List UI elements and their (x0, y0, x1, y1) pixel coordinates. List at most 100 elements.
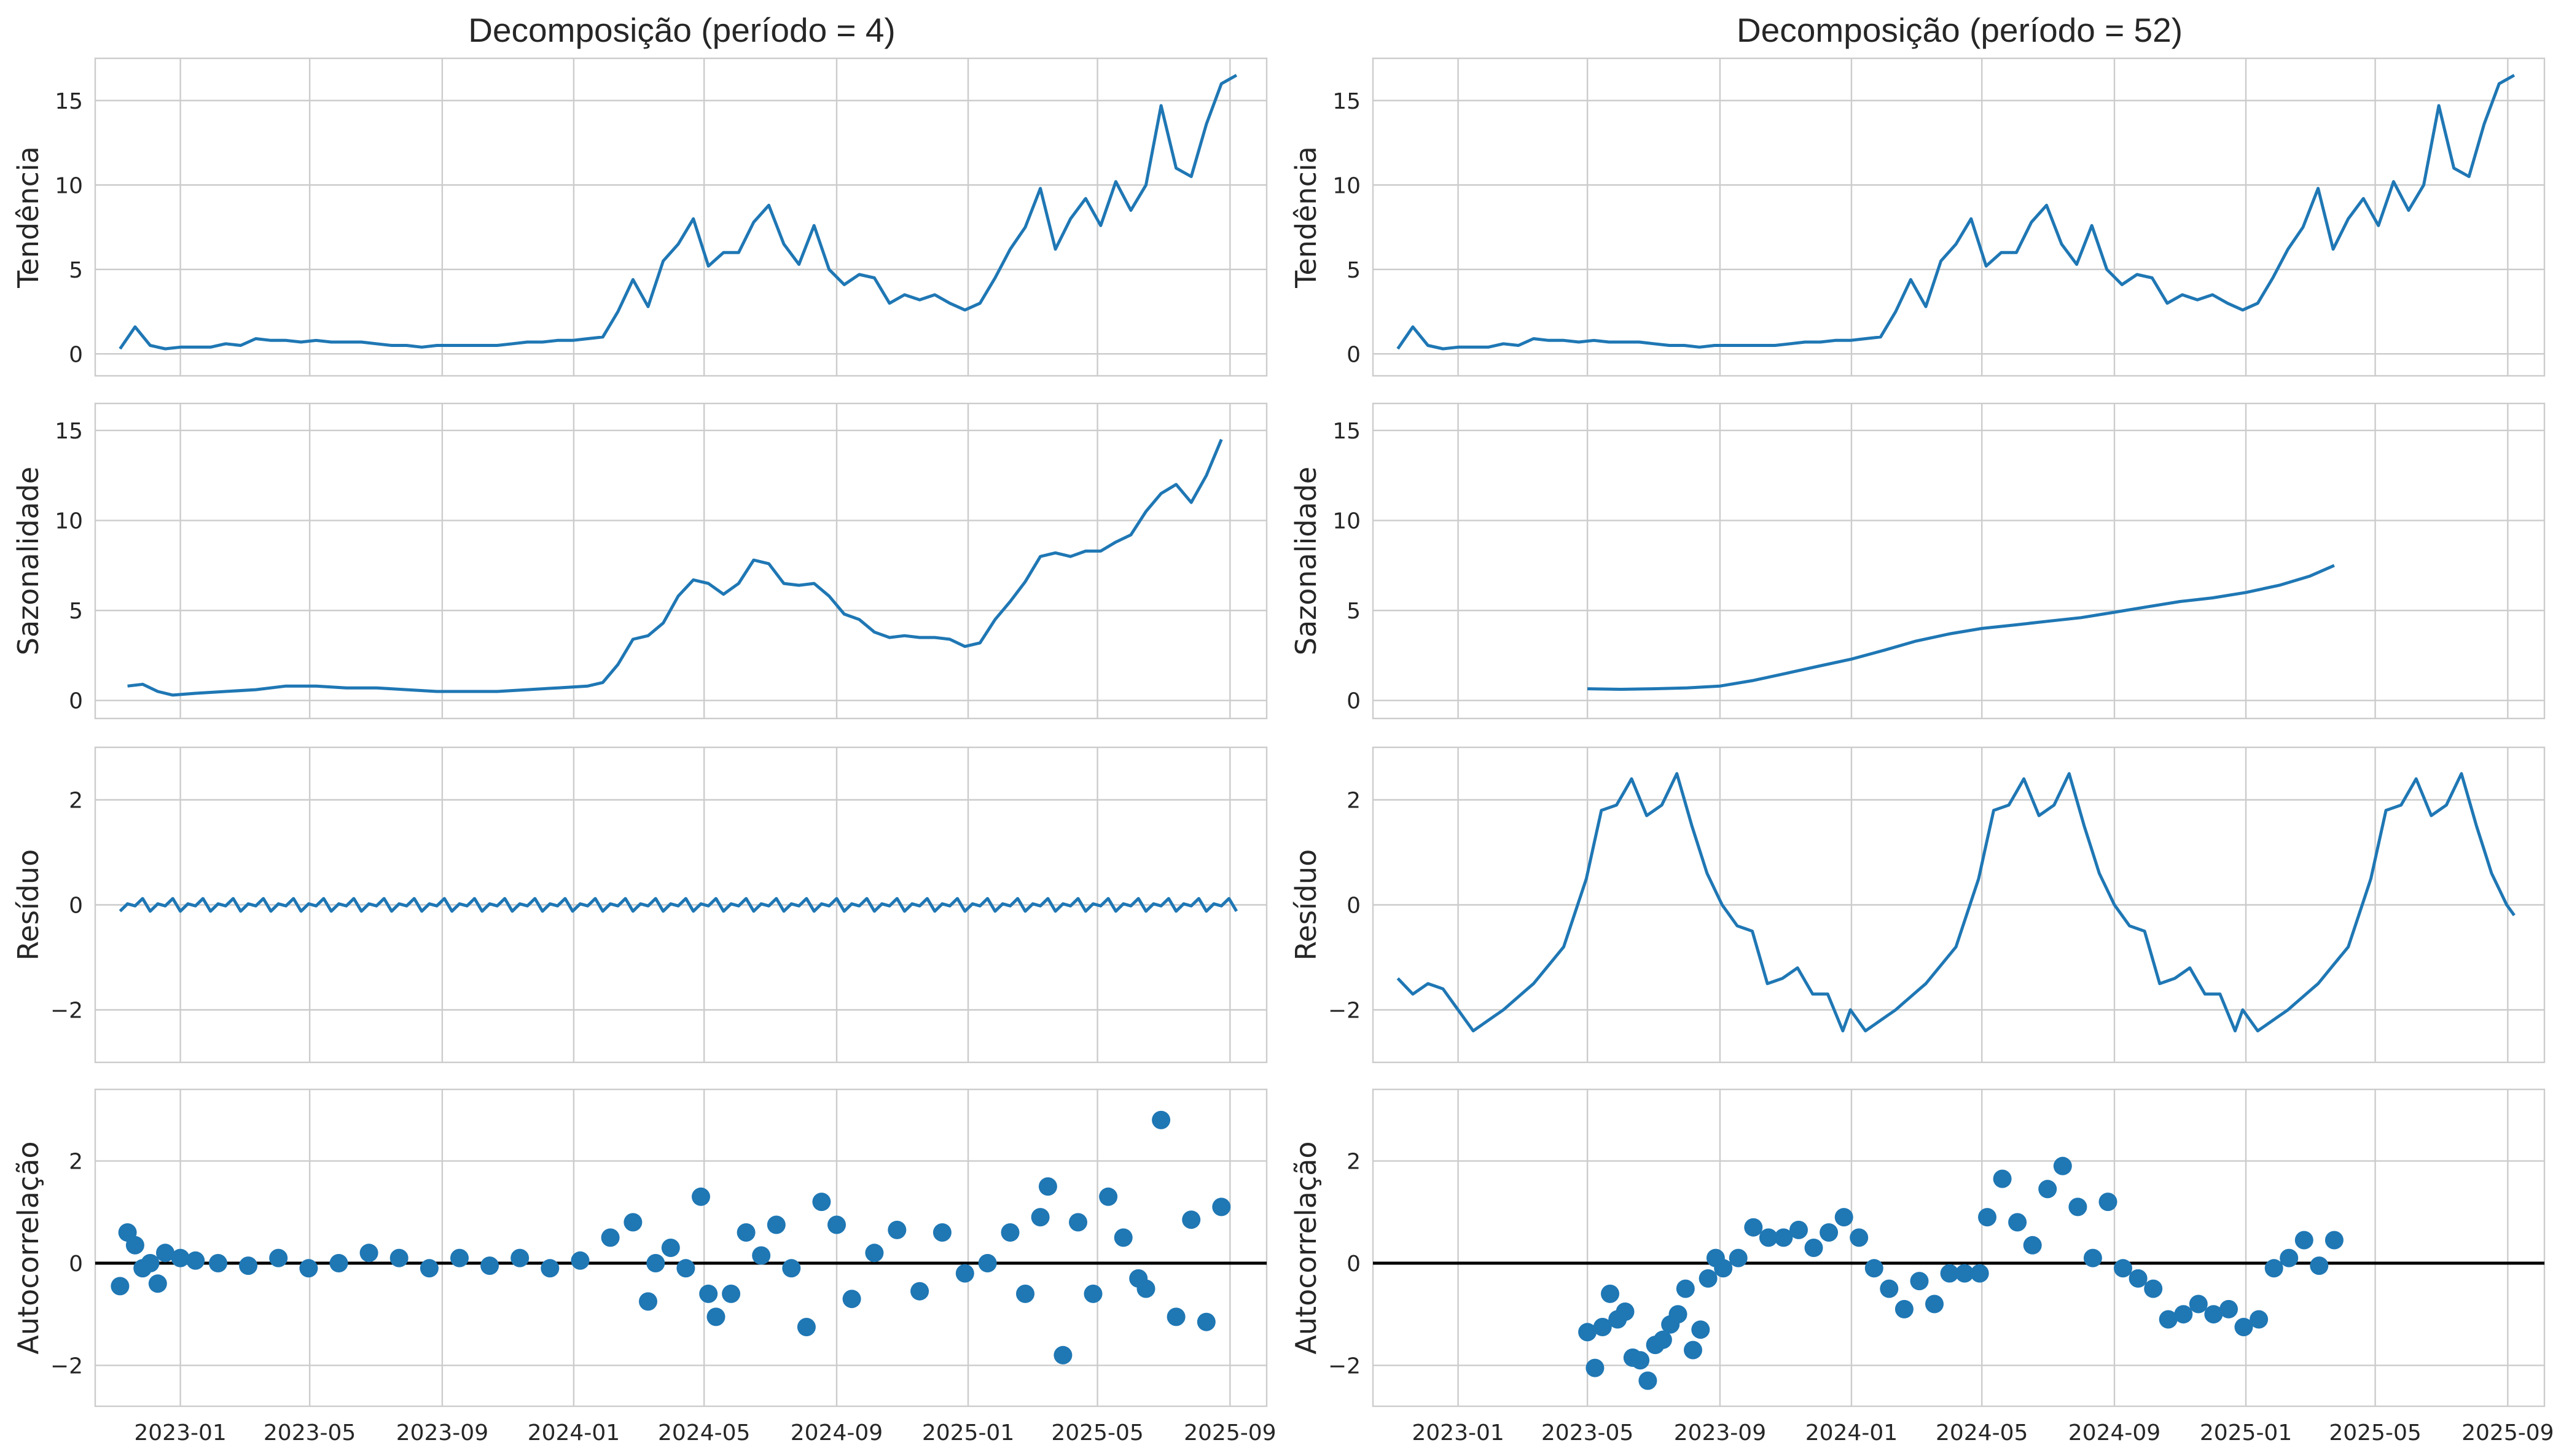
scatter-point (2023, 1236, 2042, 1255)
x-tick-label: 2024-01 (1805, 1420, 1898, 1446)
scatter-point (676, 1259, 695, 1278)
scatter-point (359, 1244, 378, 1263)
series-line (119, 897, 1238, 913)
scatter-point (910, 1282, 929, 1301)
scatter-point (450, 1248, 469, 1267)
scatter-point (299, 1259, 318, 1278)
scatter-point (1069, 1213, 1087, 1232)
scatter-point (2204, 1305, 2223, 1324)
series-line (119, 74, 1238, 351)
y-tick-label: 2 (1347, 1150, 1361, 1175)
scatter-point (2294, 1231, 2313, 1250)
y-tick-label: 10 (55, 509, 83, 534)
y-tick-label: 0 (1347, 1252, 1361, 1277)
scatter-point (1925, 1294, 1944, 1314)
scatter-point (1744, 1218, 1763, 1237)
y-axis-label: Autocorrelação (1289, 1141, 1323, 1354)
scatter-point (148, 1274, 167, 1293)
scatter-point (812, 1193, 831, 1212)
scatter-point (156, 1244, 174, 1263)
scatter-point (639, 1292, 657, 1311)
scatter-point (827, 1215, 846, 1234)
scatter-point (706, 1307, 725, 1326)
scatter-point (2083, 1248, 2102, 1267)
scatter-point (1084, 1284, 1103, 1303)
scatter-point (1668, 1305, 1687, 1324)
scatter-point (1894, 1299, 1914, 1318)
panels: 0 5 10 15 Tendência 0 5 10 15 Tendência 0 5 10 15 Sazo… (12, 57, 2554, 1446)
scatter-point (1676, 1279, 1695, 1298)
x-tick-label: 2025-01 (2200, 1420, 2292, 1446)
panel-trend-left: 0 5 10 15 Tendência (12, 57, 1268, 377)
x-tick-label: 2025-09 (1184, 1420, 1276, 1446)
y-tick-label: 0 (1347, 893, 1361, 919)
scatter-point (1585, 1358, 1605, 1377)
scatter-point (2159, 1310, 2178, 1329)
scatter-point (1789, 1220, 1808, 1239)
y-tick-label: 5 (69, 258, 83, 283)
scatter-point (1864, 1259, 1883, 1278)
left-title: Decomposição (período = 4) (468, 11, 896, 49)
scatter-point (1054, 1345, 1073, 1365)
x-tick-label: 2023-05 (1541, 1420, 1633, 1446)
scatter-point (2008, 1213, 2027, 1232)
y-tick-label: 15 (1332, 419, 1361, 444)
scatter-point (1910, 1272, 1929, 1291)
y-tick-label: 10 (55, 173, 83, 198)
x-tick-label: 2023-01 (134, 1420, 226, 1446)
y-tick-label: 10 (1332, 173, 1361, 198)
scatter-point (239, 1256, 258, 1275)
y-tick-label: 10 (1332, 509, 1361, 534)
scatter-point (186, 1251, 205, 1270)
y-tick-label: 2 (1347, 788, 1361, 814)
y-axis-label: Sazonalidade (12, 467, 45, 655)
scatter-point (329, 1254, 348, 1272)
panel-seasonal-right: 0 5 10 15 Sazonalidade (1289, 402, 2546, 720)
scatter-point (842, 1290, 861, 1309)
y-tick-label: 15 (1332, 89, 1361, 114)
scatter-point (2264, 1259, 2283, 1278)
panel-residual-left: −2 0 2 Resíduo (12, 746, 1268, 1064)
series-line (1587, 564, 2335, 691)
scatter-point (1593, 1318, 1612, 1336)
axes-frame (1372, 57, 2546, 377)
scatter-point (1638, 1371, 1657, 1390)
scatter-point (541, 1259, 560, 1278)
scatter-point (1167, 1307, 1186, 1326)
y-tick-label: 0 (69, 342, 83, 367)
x-tick-label: 2025-09 (2461, 1420, 2554, 1446)
right-title: Decomposição (período = 52) (1737, 11, 2183, 49)
scatter-point (1197, 1312, 1216, 1331)
scatter-point (1993, 1169, 2012, 1188)
y-tick-label: −2 (50, 999, 83, 1024)
scatter-point (1212, 1197, 1231, 1217)
x-tick-label: 2024-05 (658, 1420, 750, 1446)
x-tick-label: 2023-05 (264, 1420, 356, 1446)
scatter-point (209, 1254, 227, 1272)
scatter-point (420, 1259, 439, 1278)
y-tick-label: −2 (1328, 1353, 1361, 1379)
series-line (127, 438, 1223, 697)
scatter-point (955, 1264, 974, 1283)
scatter-point (1001, 1223, 1020, 1242)
scatter-point (1038, 1177, 1057, 1196)
y-tick-label: 5 (69, 599, 83, 624)
scatter-point (2310, 1256, 2329, 1275)
scatter-point (2219, 1299, 2238, 1318)
y-axis-label: Sazonalidade (1289, 467, 1323, 655)
scatter-point (1631, 1351, 1650, 1370)
scatter-point (767, 1215, 786, 1234)
panel-autocorrelation-left: −2 0 2 Autocorrelação 2023-01 2023-05 2023-09 2… (12, 1088, 1277, 1446)
scatter-point (782, 1259, 801, 1278)
x-tick-label: 2025-05 (1051, 1420, 1143, 1446)
scatter-point (125, 1236, 144, 1255)
y-tick-label: 2 (69, 1150, 83, 1175)
y-tick-label: 0 (1347, 689, 1361, 714)
scatter-point (1880, 1279, 1899, 1298)
scatter-point (2053, 1156, 2072, 1175)
y-tick-label: 15 (55, 89, 83, 114)
x-tick-label: 2023-09 (396, 1420, 488, 1446)
scatter-point (2280, 1248, 2299, 1267)
axes-frame (94, 746, 1268, 1064)
